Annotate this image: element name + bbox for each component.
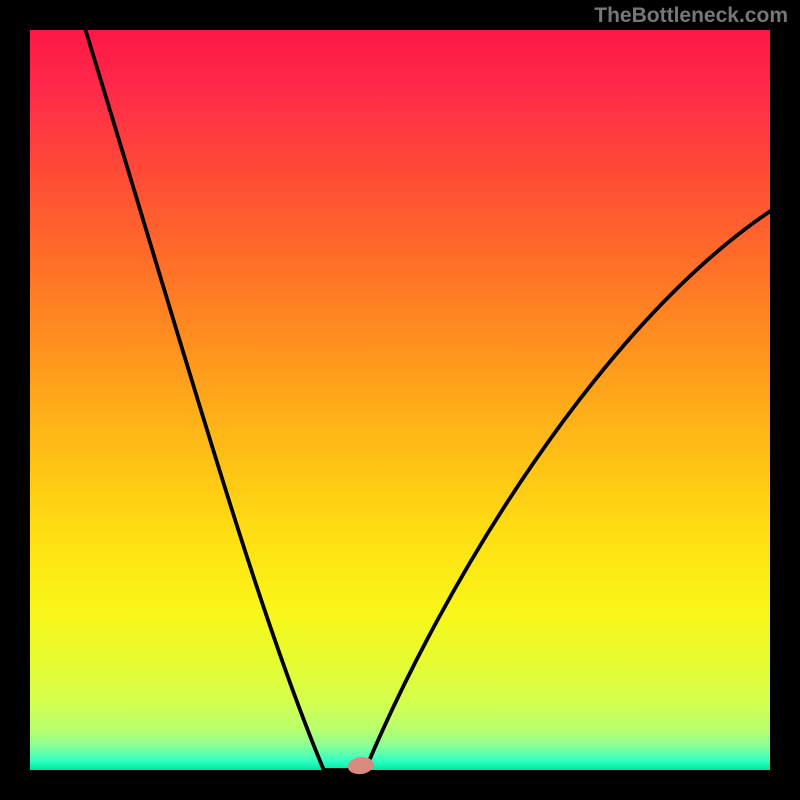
watermark-text: TheBottleneck.com xyxy=(594,4,788,28)
bottleneck-plot xyxy=(0,0,800,800)
chart-container: TheBottleneck.com xyxy=(0,0,800,800)
plot-gradient-background xyxy=(30,30,770,770)
